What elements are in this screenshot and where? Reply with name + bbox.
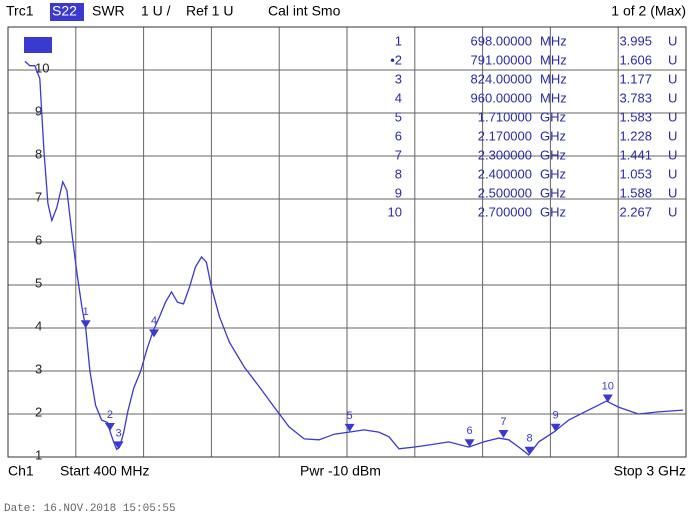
power-label: Pwr -10 dBm (300, 463, 381, 479)
marker-number: 4 (395, 90, 402, 105)
marker-value: 2.267 (619, 204, 652, 219)
marker-frequency: 824.00000 (471, 71, 532, 86)
marker-triangle (464, 439, 475, 448)
ref-label: Ref 1 U (186, 3, 233, 19)
marker-number: 10 (388, 204, 402, 219)
marker-value-unit: U (668, 90, 677, 105)
marker-frequency-unit: MHz (540, 90, 567, 105)
marker-value-unit: U (668, 166, 677, 181)
marker-number: •2 (390, 52, 402, 67)
marker-frequency: 791.00000 (471, 52, 532, 67)
marker-value: 3.783 (619, 90, 652, 105)
marker-frequency: 1.710000 (478, 109, 532, 124)
marker-triangle (602, 394, 613, 403)
marker-frequency: 2.170000 (478, 128, 532, 143)
marker-value-unit: U (668, 71, 677, 86)
marker-frequency: 2.500000 (478, 185, 532, 200)
marker-value: 1.177 (619, 71, 652, 86)
marker-label: 9 (553, 410, 559, 422)
format-label: SWR (92, 3, 125, 19)
y-tick-label: 10 (35, 60, 49, 75)
channel-label: Ch1 (8, 463, 34, 479)
marker-triangle (104, 422, 115, 431)
y-tick-label: 2 (35, 404, 42, 419)
marker-value: 1.228 (619, 128, 652, 143)
marker-frequency-unit: MHz (540, 71, 567, 86)
marker-number: 5 (395, 109, 402, 124)
marker-ref-box (24, 37, 52, 53)
param-highlight (50, 3, 84, 21)
marker-triangle (344, 423, 355, 432)
marker-frequency: 2.700000 (478, 204, 532, 219)
marker-frequency: 2.400000 (478, 166, 532, 181)
start-label: Start 400 MHz (60, 463, 149, 479)
marker-frequency: 960.00000 (471, 90, 532, 105)
y-tick-label: 9 (35, 103, 42, 118)
stop-label: Stop 3 GHz (614, 463, 686, 479)
marker-frequency-unit: GHz (540, 204, 566, 219)
marker-triangle (550, 423, 561, 432)
marker-triangle (524, 446, 535, 455)
marker-value: 1.606 (619, 52, 652, 67)
marker-label: 2 (107, 409, 113, 421)
date-label: Date: 16.NOV.2018 15:05:55 (4, 503, 176, 515)
y-tick-label: 8 (35, 146, 42, 161)
marker-value-unit: U (668, 204, 677, 219)
y-tick-label: 6 (35, 232, 42, 247)
cal-label: Cal int Smo (268, 3, 341, 19)
marker-value-unit: U (668, 52, 677, 67)
marker-frequency-unit: MHz (540, 52, 567, 67)
marker-label: 1 (83, 306, 89, 318)
marker-number: 3 (395, 71, 402, 86)
marker-frequency-unit: MHz (540, 33, 567, 48)
marker-number: 1 (395, 33, 402, 48)
page-label: 1 of 2 (Max) (611, 3, 686, 19)
marker-value: 1.053 (619, 166, 652, 181)
marker-value: 1.441 (619, 147, 652, 162)
param-label: S22 (52, 3, 77, 19)
marker-triangle (113, 441, 124, 450)
marker-frequency-unit: GHz (540, 128, 566, 143)
y-tick-label: 4 (35, 318, 42, 333)
marker-label: 7 (500, 416, 506, 428)
marker-label: 5 (347, 410, 353, 422)
marker-frequency-unit: GHz (540, 147, 566, 162)
marker-number: 8 (395, 166, 402, 181)
marker-triangle (149, 329, 160, 338)
marker-number: 7 (395, 147, 402, 162)
scale-label: 1 U / (141, 3, 171, 19)
y-tick-label: 3 (35, 361, 42, 376)
marker-value-unit: U (668, 185, 677, 200)
marker-triangle (498, 430, 509, 439)
marker-triangle (80, 320, 91, 329)
marker-value: 1.583 (619, 109, 652, 124)
plot-frame (7, 26, 687, 458)
marker-frequency: 2.300000 (478, 147, 532, 162)
marker-value-unit: U (668, 128, 677, 143)
marker-number: 6 (395, 128, 402, 143)
marker-number: 9 (395, 185, 402, 200)
marker-value-unit: U (668, 147, 677, 162)
marker-frequency: 698.00000 (471, 33, 532, 48)
marker-frequency-unit: GHz (540, 166, 566, 181)
marker-value: 3.995 (619, 33, 652, 48)
marker-label: 8 (526, 433, 532, 445)
marker-frequency-unit: GHz (540, 185, 566, 200)
y-tick-label: 1 (35, 447, 42, 462)
marker-value: 1.588 (619, 185, 652, 200)
marker-label: 6 (466, 425, 472, 437)
trace-label: Trc1 (6, 3, 34, 19)
marker-value-unit: U (668, 33, 677, 48)
marker-label: 10 (602, 380, 614, 392)
y-tick-label: 7 (35, 189, 42, 204)
marker-value-unit: U (668, 109, 677, 124)
trace-line (24, 60, 684, 456)
y-tick-label: 5 (35, 275, 42, 290)
marker-frequency-unit: GHz (540, 109, 566, 124)
marker-label: 3 (116, 427, 122, 439)
marker-label: 4 (151, 315, 157, 327)
